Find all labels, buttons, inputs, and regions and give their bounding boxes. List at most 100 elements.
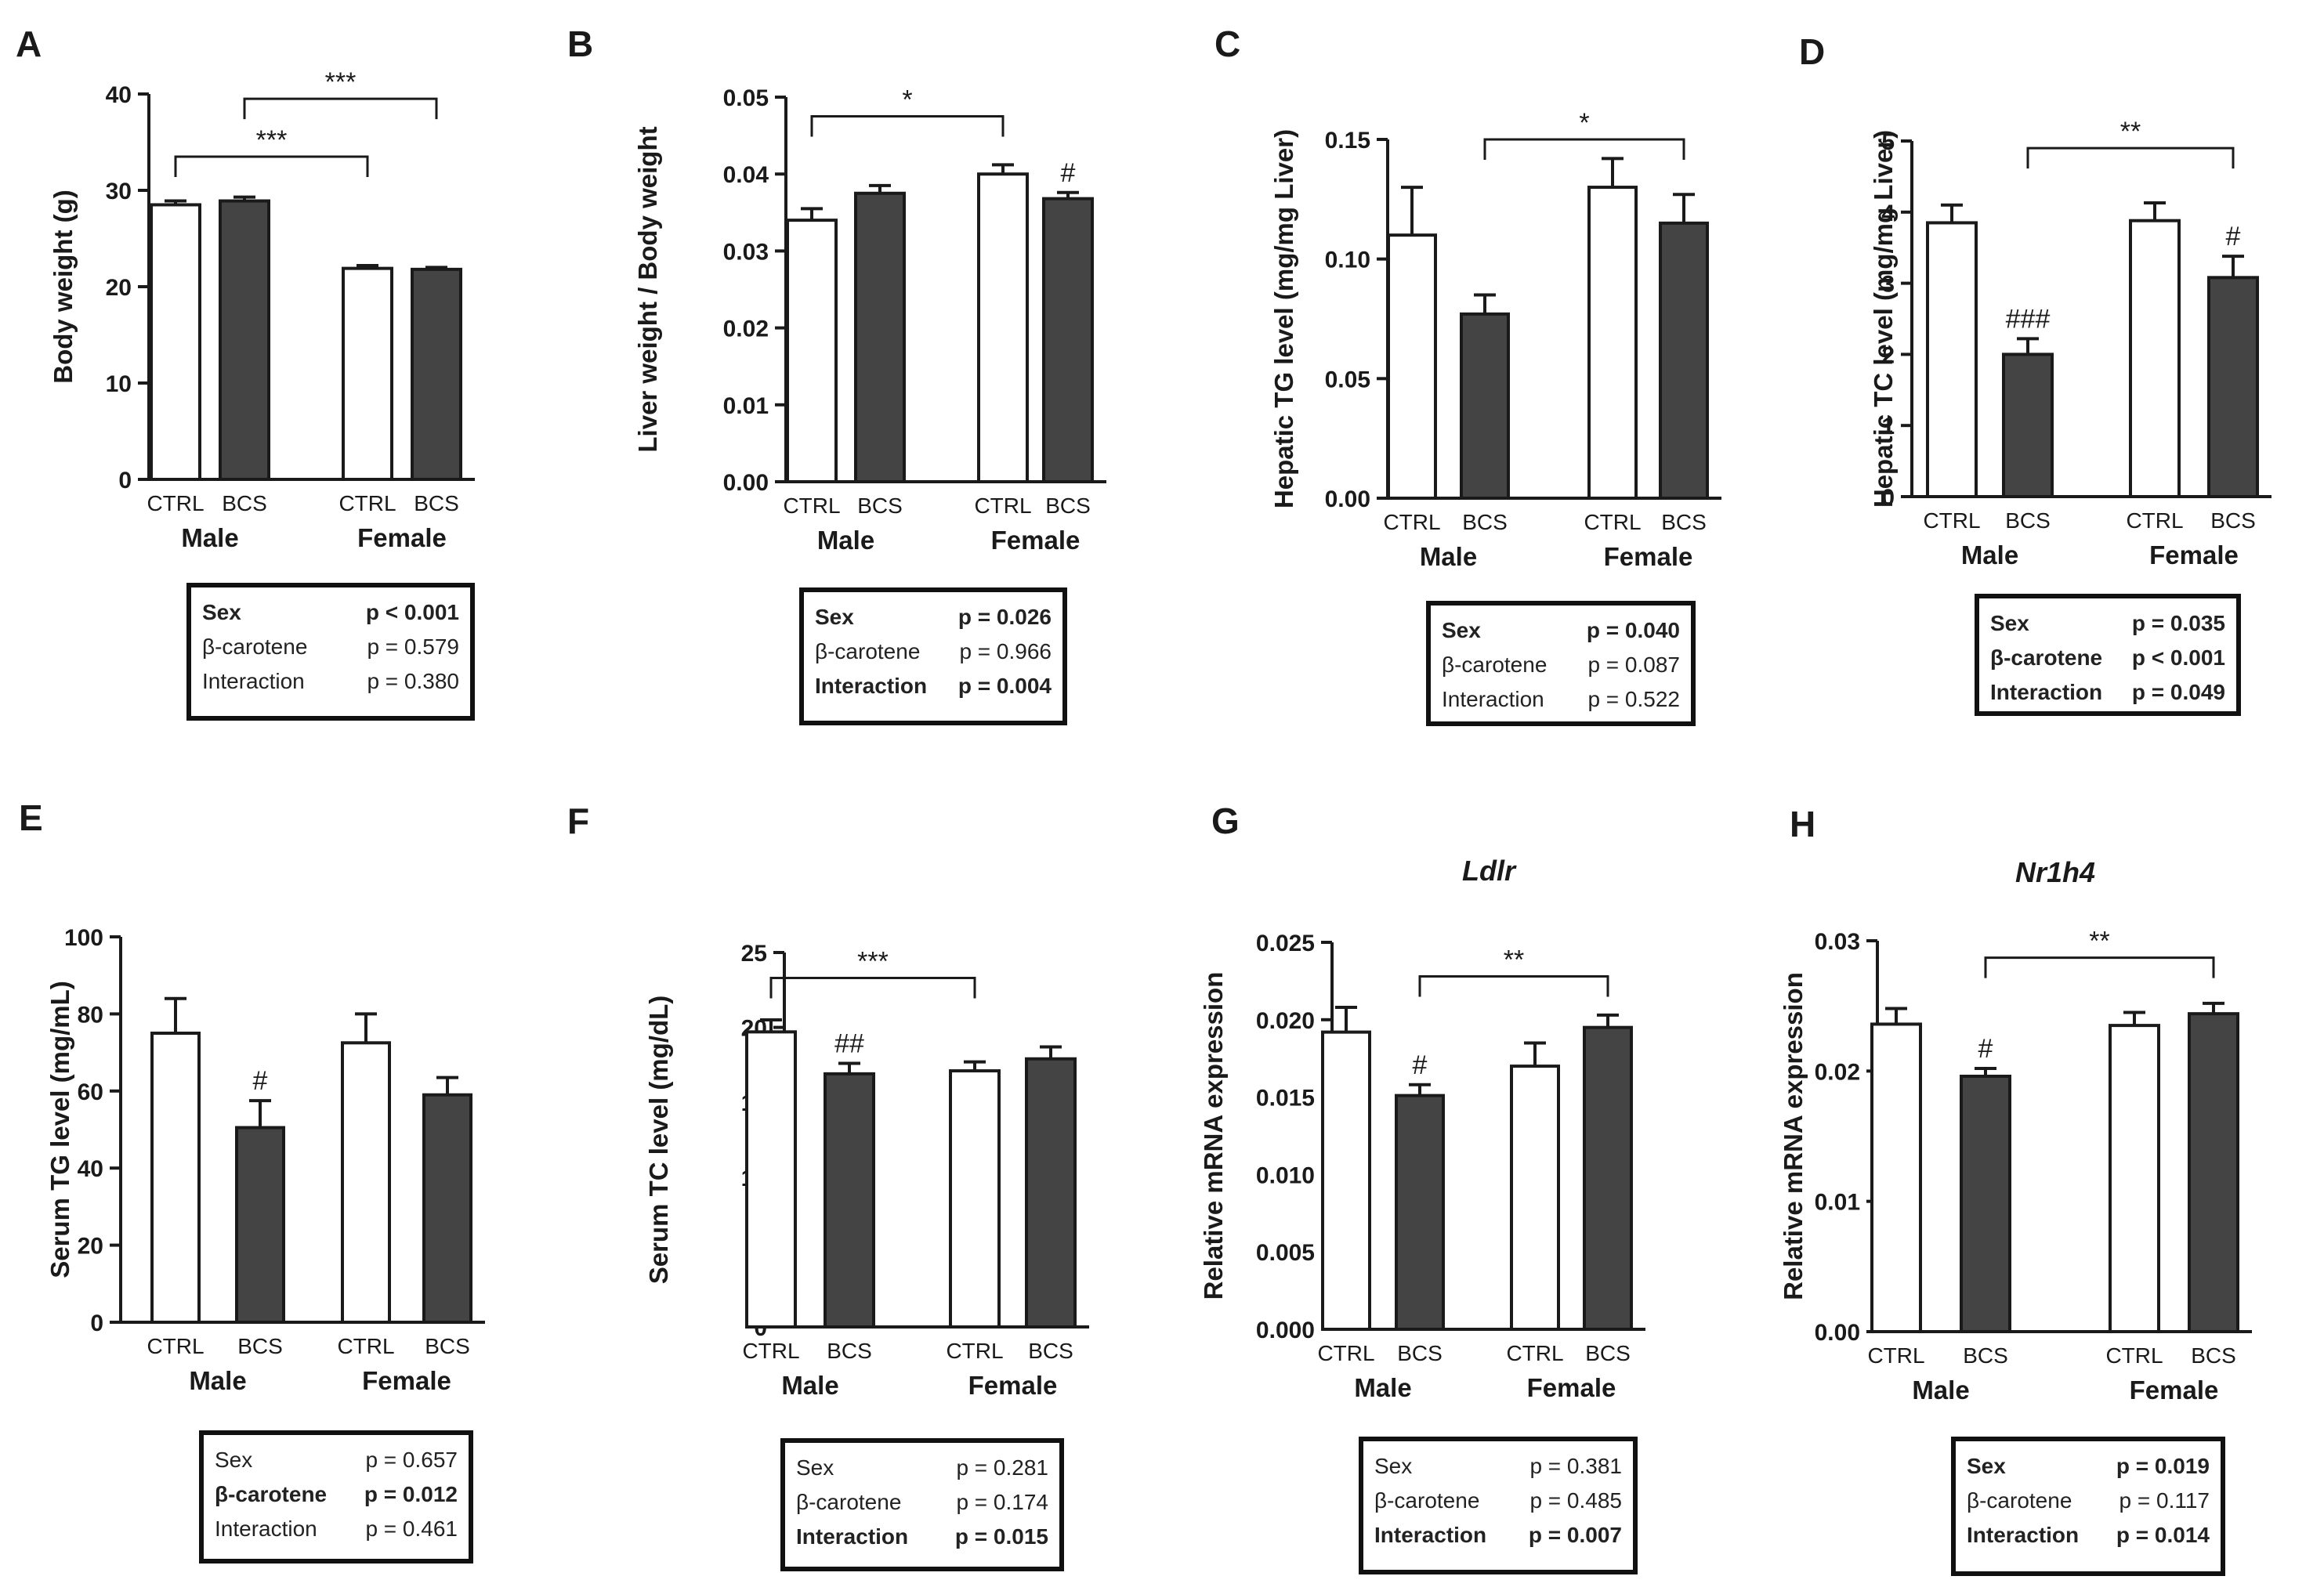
stats-box-f: Sex p = 0.281 β-carotene p = 0.174 Interacti… — [780, 1438, 1064, 1571]
bar-ctrl — [745, 1030, 797, 1329]
stats-label: Interaction — [1442, 687, 1544, 711]
bar-bcs — [411, 267, 462, 481]
group-label-female: Female — [991, 526, 1081, 555]
y-tick-label: 0.02 — [723, 316, 769, 342]
stats-p-value: p = 0.012 — [364, 1482, 458, 1506]
stats-row: Sex p = 0.657 — [215, 1443, 458, 1477]
stats-row: Interaction p = 0.522 — [1442, 682, 1680, 717]
stats-label: Interaction — [1967, 1523, 2080, 1547]
y-tick-label: 0.000 — [1256, 1318, 1315, 1343]
x-tick-label: CTRL — [1506, 1341, 1563, 1365]
stats-p-value: p = 0.007 — [1528, 1523, 1622, 1547]
panel-letter: G — [1211, 801, 1240, 841]
stats-label: Interaction — [1990, 680, 2103, 704]
stats-label: β-carotene — [202, 634, 308, 659]
y-tick-label: 30 — [106, 179, 132, 204]
significance-stars: * — [1579, 108, 1589, 138]
chart-title: Nr1h4 — [2015, 856, 2095, 888]
significance-stars: ** — [2120, 117, 2141, 146]
bar-bcs — [854, 191, 906, 483]
x-tick-label: BCS — [1963, 1343, 2008, 1368]
stats-row: β-carotene p = 0.485 — [1374, 1484, 1622, 1518]
y-tick-label: 0.15 — [1325, 128, 1370, 154]
stats-p-value: p = 0.014 — [2116, 1523, 2210, 1547]
x-tick-label: CTRL — [1383, 510, 1440, 534]
stats-row: Sex p < 0.001 — [202, 595, 459, 630]
bar-ctrl — [1321, 1030, 1371, 1332]
panel-letter: C — [1214, 23, 1240, 64]
stats-row: Interaction p = 0.007 — [1374, 1518, 1622, 1553]
panel-f: F0510152025Serum TC level (mg/dL)CTRLBCS… — [567, 801, 1089, 1400]
y-tick-label: 4 — [1881, 201, 1895, 226]
significance-bracket — [810, 115, 1005, 137]
stats-box-g: Sex p = 0.381 β-carotene p = 0.485 Interacti… — [1359, 1437, 1638, 1574]
x-tick-label: BCS — [237, 1334, 283, 1358]
stats-box-h: Sex p = 0.019 β-carotene p = 0.117 Interacti… — [1951, 1437, 2225, 1576]
group-label-female: Female — [357, 523, 447, 552]
y-tick-label: 10 — [106, 371, 132, 397]
stats-p-value: p = 0.380 — [367, 669, 459, 693]
y-tick-label: 40 — [106, 82, 132, 108]
significance-hash: # — [1978, 1034, 1993, 1064]
group-label-female: Female — [2149, 540, 2239, 569]
bar-bcs — [1025, 1057, 1077, 1329]
bar-ctrl — [977, 172, 1029, 483]
y-tick-label: 0.010 — [1256, 1162, 1315, 1188]
x-tick-label: CTRL — [2126, 508, 2183, 533]
significance-hash: # — [2226, 222, 2241, 251]
y-axis-label: Serum TC level (mg/dL) — [644, 996, 673, 1285]
stats-row: Interaction p = 0.461 — [215, 1512, 458, 1546]
bar-bcs — [1960, 1074, 2011, 1334]
bar-ctrl — [949, 1069, 1001, 1329]
panel-g: G Ldlr 0.000 0.005 0.010 0.015 0.020 0.025 Relat… — [1199, 801, 1645, 1402]
y-tick-label: 25 — [741, 941, 767, 967]
y-tick-label: 80 — [78, 1002, 103, 1028]
stats-label: Interaction — [1374, 1523, 1487, 1547]
bar-ctrl — [1510, 1065, 1560, 1331]
significance-bracket — [769, 977, 976, 999]
group-label-female: Female — [1604, 542, 1693, 571]
panel-h: H Nr1h4 0.00 0.01 0.02 0.03 Relative mRNA expr… — [1779, 804, 2252, 1404]
y-tick-label: 100 — [64, 925, 103, 951]
stats-p-value: p = 0.117 — [2119, 1488, 2210, 1513]
bar-ctrl — [150, 203, 201, 481]
x-tick-label: CTRL — [974, 493, 1031, 518]
bar-bcs — [1460, 312, 1510, 501]
y-tick-label: 0.04 — [723, 162, 769, 188]
y-axis-label: Body weight (g) — [49, 190, 78, 383]
group-label-female: Female — [362, 1366, 451, 1395]
stats-row: β-carotene p = 0.966 — [815, 634, 1052, 669]
x-tick-label: BCS — [2191, 1343, 2236, 1368]
stats-label: Interaction — [815, 674, 928, 698]
bar-bcs — [824, 1072, 875, 1329]
stats-label: β-carotene — [1967, 1488, 2072, 1513]
stats-label: β-carotene — [815, 639, 921, 663]
stats-p-value: p = 0.281 — [956, 1455, 1048, 1480]
x-tick-label: BCS — [425, 1334, 470, 1358]
significance-stars: *** — [325, 67, 357, 97]
x-tick-label: CTRL — [1867, 1343, 1924, 1368]
bar-ctrl — [341, 1041, 391, 1325]
significance-stars: * — [902, 85, 912, 115]
y-tick-label: 0.05 — [723, 85, 769, 111]
group-label-male: Male — [189, 1366, 246, 1395]
x-tick-label: CTRL — [147, 1334, 204, 1358]
y-tick-label: 0.00 — [1325, 486, 1370, 512]
stats-label: β-carotene — [1374, 1488, 1480, 1513]
group-label-female: Female — [2130, 1376, 2219, 1404]
stats-row: β-carotene p < 0.001 — [1990, 641, 2225, 675]
y-tick-label: 0.020 — [1256, 1008, 1315, 1034]
bar-ctrl — [1387, 233, 1437, 500]
x-tick-label: CTRL — [147, 491, 204, 515]
stats-row: β-carotene p = 0.087 — [1442, 648, 1680, 682]
x-tick-label: CTRL — [337, 1334, 394, 1358]
stats-box-c: Sex p = 0.040 β-carotene p = 0.087 Interacti… — [1426, 601, 1696, 726]
stats-label: Sex — [796, 1455, 834, 1480]
stats-label: β-carotene — [1442, 653, 1548, 677]
y-tick-label: 0.005 — [1256, 1240, 1315, 1266]
stats-p-value: p = 0.004 — [957, 674, 1052, 698]
bar-ctrl — [786, 219, 838, 483]
y-axis-label: Relative mRNA expression — [1779, 972, 1808, 1300]
y-tick-label: 2 — [1881, 342, 1895, 368]
